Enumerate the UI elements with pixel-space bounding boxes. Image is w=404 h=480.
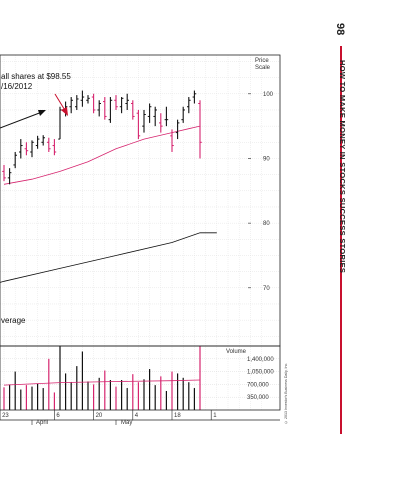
price-bar xyxy=(164,106,169,127)
price-bar xyxy=(19,139,23,159)
price-bar xyxy=(2,164,6,182)
sell-annotation-line1: all shares at $98.55 xyxy=(1,72,71,81)
price-bar xyxy=(13,152,17,169)
grid xyxy=(0,55,280,410)
price-bar xyxy=(35,135,40,149)
volume-tick-label: 350,000 xyxy=(247,395,269,401)
axes: 100 90 80 70 1,400,000 1,050,000 700,000 350,00… xyxy=(0,54,281,425)
sell-annotation-line2: /16/2012 xyxy=(1,82,33,91)
accent-rule xyxy=(340,46,342,434)
page-number: 98 xyxy=(334,23,346,36)
running-title: HOW TO MAKE MONEY IN STOCKS SUCCESS STOR… xyxy=(338,60,347,274)
volume-tick-label: 700,000 xyxy=(247,382,269,388)
month-label-april: April xyxy=(36,420,48,426)
price-bar xyxy=(147,103,152,123)
price-bar xyxy=(119,97,124,114)
volume-ma-line xyxy=(3,379,201,386)
price-bar xyxy=(30,140,34,158)
price-bar xyxy=(86,95,90,104)
price-bar xyxy=(198,100,202,159)
date-tick-label: 18 xyxy=(174,413,181,419)
price-tick-label: 90 xyxy=(263,156,270,162)
price-bar xyxy=(47,137,51,152)
date-tick-label: 20 xyxy=(96,413,103,419)
ma-long-line xyxy=(0,232,217,283)
price-bar xyxy=(52,139,57,156)
price-bar xyxy=(192,90,197,104)
price-bar xyxy=(142,109,146,133)
price-bar xyxy=(153,106,157,127)
price-bar xyxy=(69,97,73,114)
price-bar xyxy=(41,135,45,146)
price-bar xyxy=(7,168,12,185)
annotation-arrow-black-head xyxy=(38,110,46,116)
price-scale-label-2: Scale xyxy=(255,65,271,71)
moving-averages xyxy=(0,125,217,283)
volume-bars xyxy=(3,346,201,410)
volume-panel-frame xyxy=(0,345,281,411)
price-bar xyxy=(80,90,85,107)
volume-tick-label: 1,400,000 xyxy=(247,357,274,363)
copyright-notice: © 2013 Investor's Business Daily, Inc. xyxy=(284,362,288,424)
price-bar xyxy=(108,97,113,123)
annotation-arrow-red-head xyxy=(61,107,68,116)
date-tick-label: 4 xyxy=(135,413,139,419)
price-bar xyxy=(114,95,118,110)
price-bar xyxy=(170,129,174,152)
price-bar xyxy=(181,106,185,123)
price-bar xyxy=(125,93,129,110)
price-bar xyxy=(187,97,191,114)
price-bar xyxy=(103,97,107,120)
price-bar xyxy=(24,142,29,156)
price-bar xyxy=(175,119,180,140)
price-tick-label: 80 xyxy=(263,221,270,227)
price-scale-label-1: Price xyxy=(255,58,269,64)
price-bars xyxy=(2,90,202,185)
price-bar xyxy=(97,100,101,117)
price-bar xyxy=(159,113,163,133)
date-tick-label: 6 xyxy=(56,413,60,419)
price-bar xyxy=(136,109,141,140)
ma-short-line xyxy=(3,125,201,185)
price-bar xyxy=(91,93,96,114)
annotation-arrow-black xyxy=(0,111,43,129)
price-tick-label: 70 xyxy=(263,286,270,292)
moving-average-label: verage xyxy=(1,316,26,325)
month-label-may: May xyxy=(121,420,132,426)
price-panel-frame xyxy=(0,54,281,347)
date-tick-label: 1 xyxy=(213,413,217,419)
price-tick-label: 100 xyxy=(263,92,274,98)
volume-tick-label: 1,050,000 xyxy=(247,370,274,376)
price-bar xyxy=(131,100,135,120)
price-bar xyxy=(58,106,62,140)
price-bar xyxy=(75,95,79,110)
volume-axis-label: Volume xyxy=(226,349,247,355)
date-tick-label: 23 xyxy=(2,413,9,419)
